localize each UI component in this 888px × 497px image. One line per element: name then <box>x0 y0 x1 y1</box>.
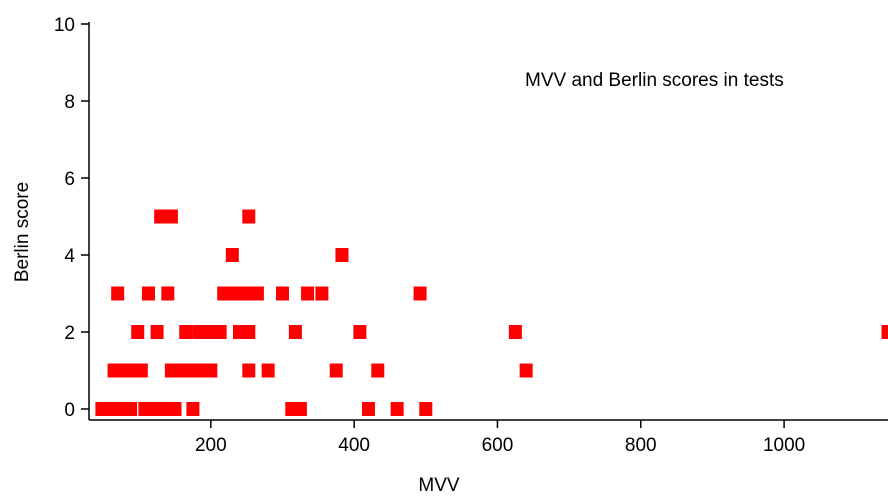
data-point <box>413 286 427 301</box>
x-axis-title: MVV <box>418 475 460 496</box>
data-point <box>124 402 138 416</box>
data-point <box>881 325 888 339</box>
data-point <box>508 325 522 339</box>
data-point <box>131 325 145 339</box>
chart-title: MVV and Berlin scores in tests <box>525 70 784 91</box>
data-point <box>275 286 289 301</box>
data-point <box>192 363 206 378</box>
data-point <box>335 248 349 262</box>
data-point <box>179 325 193 339</box>
x-tick-label: 200 <box>195 435 227 456</box>
data-point <box>186 402 200 416</box>
data-point <box>217 286 231 301</box>
data-point <box>124 363 138 378</box>
y-axis-ticks: 0 2 4 6 8 10 <box>54 15 89 421</box>
data-point <box>111 286 125 301</box>
data-point <box>361 402 375 416</box>
data-point <box>154 209 168 224</box>
data-point <box>371 363 385 378</box>
data-point <box>227 286 241 301</box>
data-point <box>519 363 533 378</box>
y-tick-label: 10 <box>54 15 75 36</box>
data-point <box>288 325 302 339</box>
data-point <box>168 402 182 416</box>
y-tick-label: 2 <box>64 323 75 344</box>
x-tick-label: 600 <box>482 435 514 456</box>
data-point <box>242 209 256 224</box>
data-point <box>329 363 343 378</box>
data-point <box>242 325 256 339</box>
data-point <box>261 363 275 378</box>
data-point <box>213 325 227 339</box>
x-tick-label: 800 <box>625 435 657 456</box>
data-point <box>419 402 433 416</box>
y-axis-title: Berlin score <box>12 182 33 282</box>
data-point <box>204 363 218 378</box>
data-point <box>240 286 254 301</box>
data-point <box>164 209 178 224</box>
data-point <box>390 402 404 416</box>
y-tick-label: 4 <box>64 246 75 267</box>
x-tick-label: 1000 <box>763 435 805 456</box>
data-point <box>353 325 367 339</box>
data-point <box>150 325 164 339</box>
data-point <box>301 286 315 301</box>
data-point <box>315 286 329 301</box>
data-point <box>161 286 175 301</box>
data-point <box>141 286 155 301</box>
data-point <box>293 402 307 416</box>
y-tick-label: 8 <box>64 92 75 113</box>
data-point <box>225 248 239 262</box>
data-point <box>242 363 256 378</box>
y-tick-label: 6 <box>64 169 75 190</box>
data-point <box>250 286 264 301</box>
data-points <box>95 209 888 416</box>
data-point <box>134 363 148 378</box>
y-tick-label: 0 <box>64 400 75 421</box>
x-tick-label: 400 <box>338 435 370 456</box>
x-axis-ticks: 200 400 600 800 1000 <box>195 420 805 456</box>
